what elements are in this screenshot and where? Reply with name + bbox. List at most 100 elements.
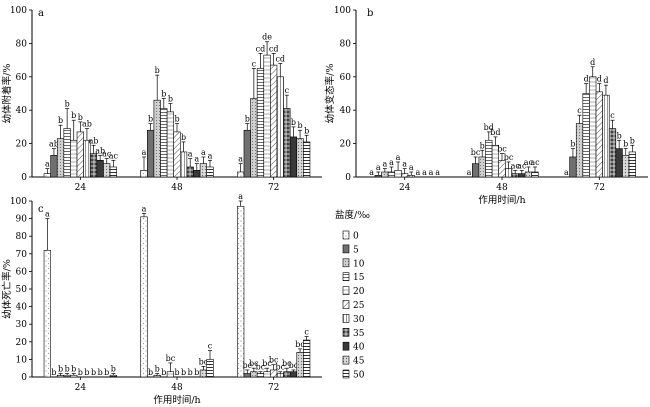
- bar: [498, 160, 506, 178]
- bar: [615, 148, 623, 178]
- significance-label: b: [98, 368, 103, 377]
- significance-label: a: [238, 155, 243, 164]
- significance-label: cd: [256, 44, 266, 53]
- bar: [589, 76, 597, 178]
- significance-label: a: [429, 168, 434, 177]
- significance-label: b: [148, 368, 153, 377]
- legend-label: 5: [353, 245, 359, 255]
- bar: [289, 371, 298, 378]
- bar: [407, 175, 415, 178]
- significance-label: c: [285, 86, 290, 95]
- significance-label: b: [155, 66, 160, 75]
- significance-label: bc: [471, 148, 481, 157]
- y-tick-label: 20: [16, 338, 28, 348]
- significance-label: b: [58, 116, 63, 125]
- significance-label: c: [208, 342, 213, 351]
- significance-label: cd: [269, 44, 279, 53]
- bar: [193, 170, 201, 178]
- significance-label: a: [45, 160, 50, 169]
- significance-label: b: [617, 131, 622, 140]
- bar: [147, 129, 155, 178]
- significance-label: bc: [249, 359, 259, 368]
- significance-label: d: [603, 76, 608, 85]
- y-tick-label: 60: [16, 267, 28, 277]
- bar: [96, 160, 104, 178]
- bar: [608, 128, 617, 178]
- bar: [173, 131, 181, 178]
- y-tick-label: 0: [21, 373, 27, 383]
- bar: [160, 108, 168, 178]
- significance-label: a: [422, 168, 427, 177]
- significance-label: b: [84, 368, 89, 377]
- legend-label: 30: [353, 315, 365, 325]
- significance-label: b: [148, 115, 153, 124]
- significance-label: b: [174, 368, 179, 377]
- significance-label: d: [584, 74, 589, 83]
- legend-swatch: [342, 314, 350, 323]
- significance-label: a: [142, 148, 147, 157]
- bar: [401, 173, 409, 178]
- bar: [186, 166, 194, 178]
- significance-label: a: [369, 168, 374, 177]
- legend-title: 盐度/‰: [335, 209, 370, 221]
- legend-label: 50: [353, 371, 365, 381]
- significance-label: b: [245, 115, 250, 124]
- bar: [83, 139, 91, 178]
- y-tick-label: 100: [334, 6, 351, 16]
- bar: [63, 374, 71, 378]
- legend-swatch: [342, 286, 350, 295]
- significance-label: ac: [109, 151, 119, 160]
- bar: [263, 54, 271, 178]
- significance-label: ac: [511, 161, 521, 170]
- significance-label: bd: [484, 123, 494, 132]
- significance-label: c: [252, 59, 257, 68]
- significance-label: b: [181, 133, 186, 142]
- significance-label: b: [188, 368, 193, 377]
- y-tick-label: 10: [16, 355, 28, 365]
- bar: [56, 374, 65, 378]
- significance-label: ac: [530, 158, 540, 167]
- significance-label: ab: [49, 140, 59, 149]
- panel-letter: c: [38, 204, 44, 215]
- significance-label: a: [376, 163, 381, 172]
- y-tick-label: 60: [340, 73, 352, 83]
- legend-label: 35: [353, 329, 365, 339]
- legend-swatch: [342, 355, 350, 365]
- bar: [63, 128, 71, 178]
- bar: [56, 138, 65, 178]
- legend-swatch: [342, 341, 350, 351]
- x-tick-label: 72: [268, 383, 279, 393]
- bar: [270, 64, 278, 178]
- significance-label: bc: [295, 340, 305, 349]
- legend-swatch: [342, 272, 350, 282]
- x-axis-label: 作用时间/h: [478, 194, 525, 206]
- significance-label: ab: [82, 120, 92, 129]
- significance-label: b: [174, 115, 179, 124]
- bar: [485, 139, 493, 178]
- bar: [582, 93, 590, 178]
- significance-label: de: [262, 33, 272, 42]
- significance-label: bc: [275, 363, 285, 372]
- x-tick-label: 24: [75, 183, 87, 193]
- bar: [303, 339, 311, 378]
- significance-label: bc: [269, 356, 279, 365]
- legend-label: 25: [353, 301, 365, 311]
- significance-label: b: [65, 100, 70, 109]
- bar: [569, 156, 577, 178]
- bar: [575, 123, 584, 178]
- bar: [276, 373, 284, 378]
- significance-label: ac: [102, 150, 112, 159]
- significance-label: b: [65, 364, 70, 373]
- significance-label: c: [304, 328, 309, 337]
- x-tick-label: 72: [594, 183, 605, 193]
- bar: [602, 94, 610, 178]
- bar: [250, 98, 258, 178]
- y-axis-label: 幼体变态率/%: [324, 64, 336, 124]
- bar: [289, 136, 298, 178]
- significance-label: b: [51, 368, 56, 377]
- bar: [153, 99, 161, 178]
